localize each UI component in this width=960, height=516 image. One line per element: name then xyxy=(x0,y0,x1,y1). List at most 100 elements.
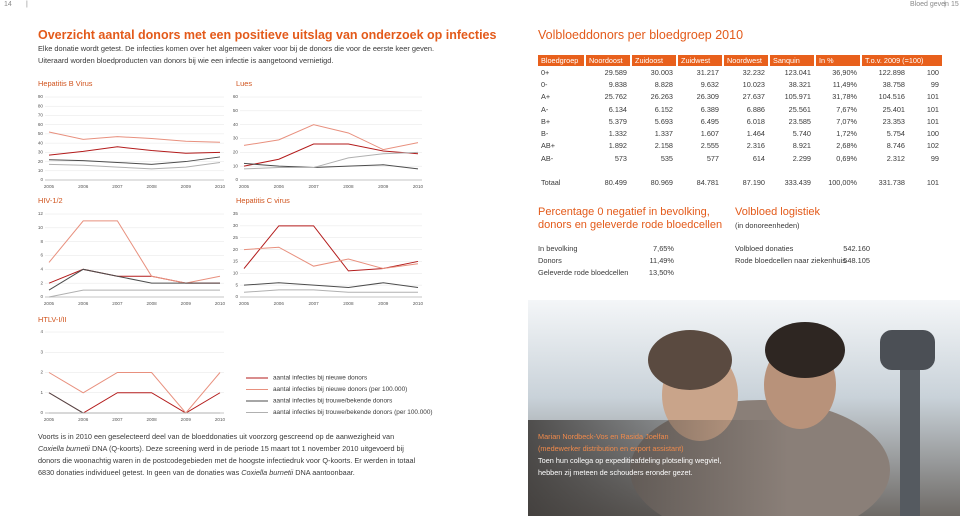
y-tick-label: 30 xyxy=(233,223,239,228)
table-cell: 614 xyxy=(752,153,765,163)
table-cell: 1.607 xyxy=(700,129,719,139)
table-row: 0+ 29.589 30.003 31.217 32.232 123.041 36,90% 1… xyxy=(538,66,942,78)
table-cell: 101 xyxy=(926,116,939,126)
x-tick-label: 2010 xyxy=(215,417,226,422)
table-cell: 101 xyxy=(926,104,939,114)
table-cell: 2.316 xyxy=(746,141,765,151)
caption-text: Toen hun collega op expeditieafdeling pl… xyxy=(538,456,722,465)
y-tick-label: 40 xyxy=(38,140,44,145)
y-tick-label: 4 xyxy=(40,329,43,334)
x-tick-label: 2005 xyxy=(239,184,250,189)
legend-label: aantal infecties bij trouwe/bekende dono… xyxy=(273,409,433,416)
table-cell: 25.401 xyxy=(882,104,905,114)
y-tick-label: 10 xyxy=(38,168,44,173)
table-cell: 8.828 xyxy=(654,79,673,89)
stat-label: Volbloed donaties xyxy=(735,244,794,253)
x-tick-label: 2006 xyxy=(78,417,89,422)
table-cell: 2,68% xyxy=(836,141,857,151)
table-cell: 0,69% xyxy=(836,153,857,163)
y-tick-label: 20 xyxy=(233,150,239,155)
table-cell: B- xyxy=(541,129,549,139)
y-tick-label: 2 xyxy=(40,370,43,375)
table-cell: 0+ xyxy=(541,67,550,77)
x-tick-label: 2009 xyxy=(181,301,192,306)
table-cell: 7,67% xyxy=(836,104,857,114)
x-tick-label: 2010 xyxy=(215,184,226,189)
x-tick-label: 2009 xyxy=(378,184,389,189)
table-cell: 100 xyxy=(926,129,939,139)
table-cell: 6.495 xyxy=(700,116,719,126)
table-title: Volbloeddonors per bloedgroep 2010 xyxy=(538,28,744,42)
series-line xyxy=(243,124,419,151)
y-tick-label: 70 xyxy=(38,113,44,118)
table-cell: 23.585 xyxy=(788,116,811,126)
table-cell: Totaal xyxy=(541,178,561,188)
table-cell: 101 xyxy=(926,178,939,188)
photo xyxy=(528,300,960,516)
table-cell: 535 xyxy=(660,153,673,163)
table-cell: 29.589 xyxy=(604,67,627,77)
y-tick-label: 0 xyxy=(40,294,43,299)
table-cell: 573 xyxy=(614,153,627,163)
y-tick-label: 2 xyxy=(40,280,43,285)
chart-title: HIV-1/2 xyxy=(38,196,63,205)
chart-title: Hepatitis C virus xyxy=(236,196,290,205)
table-row: AB- 573 535 577 614 2.299 0,69% 2.312 99 xyxy=(538,152,942,164)
y-tick-label: 80 xyxy=(38,103,44,108)
y-tick-label: 10 xyxy=(38,225,44,230)
chart-title: Hepatitis B Virus xyxy=(38,79,93,88)
table-header-cell: T.o.v. 2009 (=100) xyxy=(862,55,942,66)
percentage-title: donors en geleverde rode bloedcellen xyxy=(538,219,723,231)
stat-label: Rode bloedcellen naar ziekenhuis xyxy=(735,256,846,265)
y-tick-label: 30 xyxy=(233,136,239,141)
table-cell: 99 xyxy=(930,153,939,163)
table-cell: A+ xyxy=(541,92,551,102)
table-cell: 0- xyxy=(541,79,548,89)
table-cell: 6.134 xyxy=(608,104,627,114)
table-cell: 2.312 xyxy=(886,153,905,163)
x-tick-label: 2010 xyxy=(413,301,424,306)
table-cell: 80.969 xyxy=(650,178,673,188)
table-cell: 38.758 xyxy=(882,79,905,89)
y-tick-label: 60 xyxy=(233,94,239,99)
stat-value: 11,49% xyxy=(649,256,674,265)
table-cell: 8.746 xyxy=(886,141,905,151)
intro: Uiteraard worden bloedproducten van dono… xyxy=(38,56,334,65)
x-tick-label: 2008 xyxy=(146,417,157,422)
table-header-cell: In % xyxy=(816,55,860,66)
y-tick-label: 60 xyxy=(38,122,44,127)
page-number: 14 xyxy=(4,1,12,8)
table-header-row: Bloedgroep Noordoost Zuidoost Zuidwest Noord… xyxy=(538,55,942,66)
x-tick-label: 2006 xyxy=(274,184,285,189)
table-cell: 1.464 xyxy=(746,129,765,139)
table-cell: 5.693 xyxy=(654,116,673,126)
table-cell: 25.561 xyxy=(788,104,811,114)
y-tick-label: 10 xyxy=(233,163,239,168)
y-tick-label: 3 xyxy=(40,349,43,354)
y-tick-label: 4 xyxy=(40,267,43,272)
table-cell: 10.023 xyxy=(742,79,765,89)
y-tick-label: 20 xyxy=(38,159,44,164)
page-number: 15 xyxy=(951,1,959,8)
table-cell: 31.217 xyxy=(696,67,719,77)
series-line xyxy=(243,225,419,272)
x-tick-label: 2005 xyxy=(44,184,55,189)
table-cell: 100,00% xyxy=(828,178,857,188)
table-cell: 105.971 xyxy=(784,92,811,102)
y-tick-label: 20 xyxy=(233,247,239,252)
x-tick-label: 2009 xyxy=(378,301,389,306)
series-line xyxy=(48,131,221,143)
table-header-cell: Noordoost xyxy=(586,55,630,66)
x-tick-label: 2009 xyxy=(181,184,192,189)
x-tick-label: 2008 xyxy=(343,301,354,306)
y-tick-label: 30 xyxy=(38,150,44,155)
table-header-cell: Sanquin xyxy=(770,55,814,66)
logistics-subtitle: (in donoreenheden) xyxy=(735,221,800,230)
chart-title: HTLV-I/II xyxy=(38,315,67,324)
y-tick-label: 5 xyxy=(235,282,238,287)
table-cell: 9.632 xyxy=(700,79,719,89)
table-cell: 23.353 xyxy=(882,116,905,126)
series-line xyxy=(48,146,221,156)
table-header-cell: Bloedgroep xyxy=(538,55,584,66)
x-tick-label: 2006 xyxy=(78,301,89,306)
